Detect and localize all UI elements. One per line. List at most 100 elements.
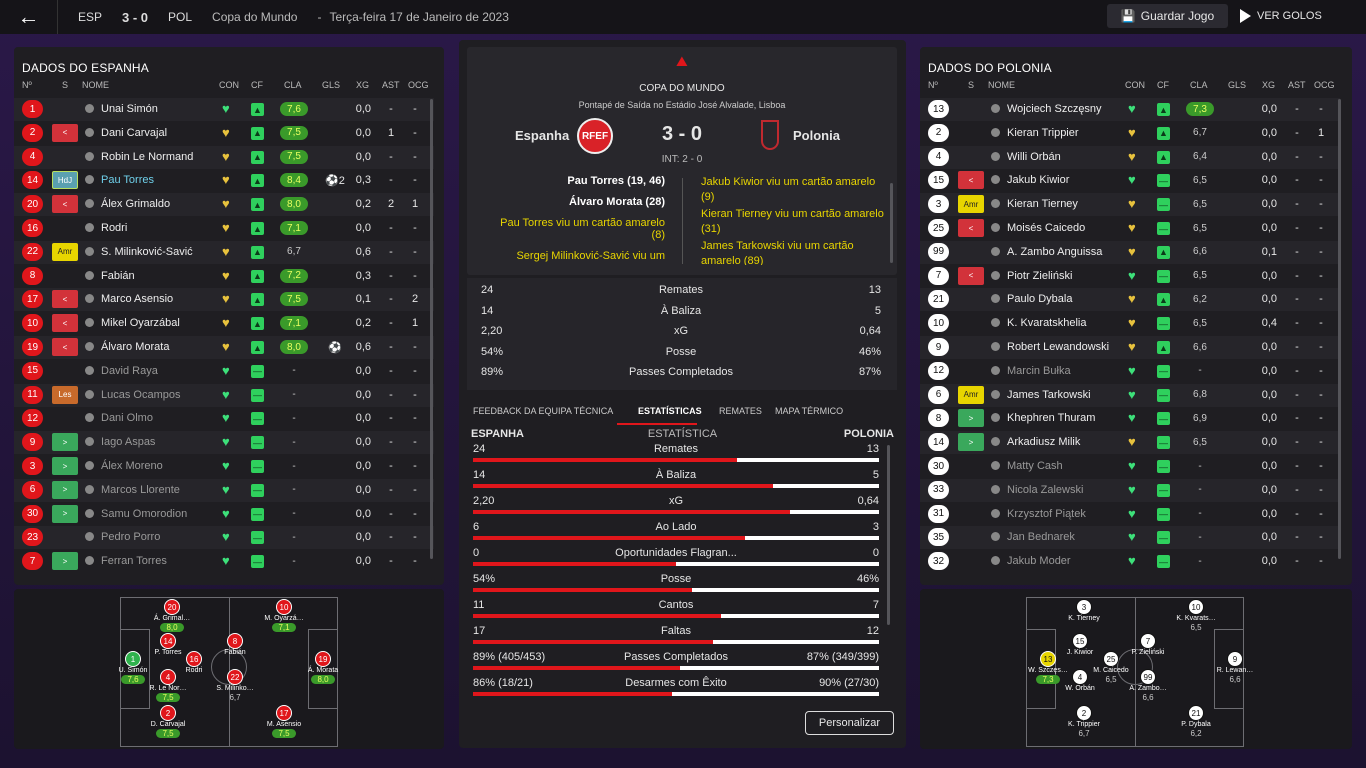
player-row[interactable]: 9 Robert Lewandowski ♥ ▲ 6,6 0,0 - - [920, 336, 1340, 359]
player-name[interactable]: Kieran Trippier [1007, 126, 1079, 139]
player-row[interactable]: 20 < Álex Grimaldo ♥ ▲ 8,0 0,2 2 1 [14, 193, 434, 217]
formation-player[interactable]: 21 P. Dybala 6,2 [1171, 705, 1221, 738]
player-name[interactable]: Paulo Dybala [1007, 293, 1073, 306]
save-game-button[interactable]: 💾 Guardar Jogo [1107, 4, 1228, 28]
player-row[interactable]: 15 David Raya ♥ — - 0,0 - - [14, 360, 434, 383]
tab-feedback[interactable]: FEEDBACK DA EQUIPA TÉCNICA [473, 406, 614, 416]
formation-player[interactable]: 15 J. Kiwior [1055, 633, 1105, 656]
formation-player[interactable]: 10 M. Oyarzá… 7,1 [259, 599, 309, 632]
player-name[interactable]: A. Zambo Anguissa [1007, 245, 1103, 258]
player-name[interactable]: Lucas Ocampos [101, 388, 181, 401]
player-name[interactable]: Dani Carvajal [101, 126, 168, 139]
view-goals-button[interactable]: VER GOLOS [1240, 4, 1360, 28]
formation-player[interactable]: 22 S. Milinko… 6,7 [210, 669, 260, 702]
player-name[interactable]: James Tarkowski [1007, 388, 1091, 401]
player-row[interactable]: 11 Les Lucas Ocampos ♥ — - 0,0 - - [14, 383, 434, 407]
player-row[interactable]: 21 Paulo Dybala ♥ ▲ 6,2 0,0 - - [920, 288, 1340, 312]
player-row[interactable]: 19 < Álvaro Morata ♥ ▲ 8,0 ⚽ 0,6 - - [14, 336, 434, 359]
formation-player[interactable]: 2 K. Trippier 6,7 [1059, 705, 1109, 738]
player-name[interactable]: Rodri [101, 222, 128, 234]
player-row[interactable]: 99 A. Zambo Anguissa ♥ ▲ 6,6 0,1 - - [920, 240, 1340, 264]
player-row[interactable]: 7 < Piotr Zieliński ♥ — 6,5 0,0 - - [920, 265, 1340, 288]
player-name[interactable]: Piotr Zieliński [1007, 269, 1073, 282]
formation-player[interactable]: 14 P. Torres [143, 633, 193, 656]
player-row[interactable]: 3 Amr Kieran Tierney ♥ — 6,5 0,0 - - [920, 193, 1340, 217]
tab-shots[interactable]: REMATES [719, 406, 762, 416]
player-row[interactable]: 31 Krzysztof Piątek ♥ — - 0,0 - - [920, 503, 1340, 526]
player-row[interactable]: 4 Willi Orbán ♥ ▲ 6,4 0,0 - - [920, 145, 1340, 169]
player-row[interactable]: 4 Robin Le Normand ♥ ▲ 7,5 0,0 - - [14, 145, 434, 169]
player-row[interactable]: 13 Wojciech Szczęsny ♥ ▲ 7,3 0,0 - - [920, 98, 1340, 121]
stats-scrollbar[interactable] [887, 445, 890, 625]
formation-player[interactable]: 13 W. Szczęs… 7,3 [1023, 651, 1073, 684]
player-name[interactable]: Dani Olmo [101, 412, 153, 425]
player-row[interactable]: 10 K. Kvaratskhelia ♥ — 6,5 0,4 - - [920, 312, 1340, 335]
formation-player[interactable]: 2 D. Carvajal 7,5 [143, 705, 193, 738]
player-name[interactable]: Jan Bednarek [1007, 531, 1075, 544]
player-name[interactable]: Samu Omorodion [101, 507, 188, 520]
player-row[interactable]: 23 Pedro Porro ♥ — - 0,0 - - [14, 526, 434, 550]
formation-player[interactable]: 25 M. Caicedo 6,5 [1086, 651, 1136, 684]
player-name[interactable]: Marcin Bułka [1007, 364, 1071, 377]
player-row[interactable]: 3 > Álex Moreno ♥ — - 0,0 - - [14, 455, 434, 478]
player-name[interactable]: David Raya [101, 364, 158, 377]
player-name[interactable]: Álex Moreno [101, 460, 163, 472]
player-row[interactable]: 12 Marcin Bułka ♥ — - 0,0 - - [920, 360, 1340, 383]
player-row[interactable]: 2 < Dani Carvajal ♥ ▲ 7,5 0,0 1 - [14, 122, 434, 145]
player-row[interactable]: 10 < Mikel Oyarzábal ♥ ▲ 7,1 0,2 - 1 [14, 312, 434, 335]
events-scrollbar[interactable] [890, 183, 893, 263]
formation-player[interactable]: 1 U. Simón 7,6 [108, 651, 158, 684]
formation-player[interactable]: 20 Á. Grimal… 8,0 [147, 599, 197, 632]
formation-player[interactable]: 3 K. Tierney [1059, 599, 1109, 622]
formation-player[interactable]: 99 A. Zambo… 6,6 [1123, 669, 1173, 702]
player-name[interactable]: Iago Aspas [101, 436, 156, 449]
player-name[interactable]: Marcos Llorente [101, 483, 180, 496]
player-row[interactable]: 14 > Arkadiusz Milik ♥ — 6,5 0,0 - - [920, 431, 1340, 455]
away-scrollbar[interactable] [1338, 99, 1341, 559]
home-scrollbar[interactable] [430, 99, 433, 559]
player-name[interactable]: Wojciech Szczęsny [1007, 103, 1102, 115]
player-name[interactable]: Álex Grimaldo [101, 198, 171, 211]
player-row[interactable]: 9 > Iago Aspas ♥ — - 0,0 - - [14, 431, 434, 455]
player-row[interactable]: 17 < Marco Asensio ♥ ▲ 7,5 0,1 - 2 [14, 288, 434, 312]
player-name[interactable]: Krzysztof Piątek [1007, 507, 1086, 520]
player-name[interactable]: Robert Lewandowski [1007, 341, 1110, 353]
back-arrow-icon[interactable]: ← [0, 0, 58, 34]
player-row[interactable]: 12 Dani Olmo ♥ — - 0,0 - - [14, 407, 434, 430]
player-row[interactable]: 8 > Khephren Thuram ♥ — 6,9 0,0 - - [920, 407, 1340, 430]
tab-statistics[interactable]: ESTATÍSTICAS [638, 406, 702, 416]
formation-player[interactable]: 19 Á. Morata 8,0 [298, 651, 348, 684]
player-name[interactable]: Ferran Torres [101, 555, 167, 568]
player-row[interactable]: 7 > Ferran Torres ♥ — - 0,0 - - [14, 550, 434, 573]
player-row[interactable]: 16 Rodri ♥ ▲ 7,1 0,0 - - [14, 217, 434, 240]
formation-player[interactable]: 9 R. Lewan… 6,6 [1210, 651, 1260, 684]
player-name[interactable]: Jakub Kiwior [1007, 174, 1070, 187]
formation-player[interactable]: 10 K. Kvarats… 6,5 [1171, 599, 1221, 632]
player-name[interactable]: Moisés Caicedo [1007, 222, 1086, 234]
player-row[interactable]: 2 Kieran Trippier ♥ ▲ 6,7 0,0 - 1 [920, 122, 1340, 145]
player-name[interactable]: Robin Le Normand [101, 150, 194, 163]
player-name[interactable]: Matty Cash [1007, 460, 1063, 472]
player-row[interactable]: 15 < Jakub Kiwior ♥ — 6,5 0,0 - - [920, 169, 1340, 192]
player-name[interactable]: Pedro Porro [101, 531, 161, 544]
player-name[interactable]: Pau Torres [101, 174, 154, 187]
player-name[interactable]: Marco Asensio [101, 293, 174, 306]
player-name[interactable]: Arkadiusz Milik [1007, 436, 1081, 449]
formation-player[interactable]: 7 P. Zieliński [1123, 633, 1173, 656]
player-row[interactable]: 14 HdJ Pau Torres ♥ ▲ 8,4 ⚽2 0,3 - - [14, 169, 434, 192]
formation-player[interactable]: 4 R. Le Nor… 7,5 [143, 669, 193, 702]
formation-player[interactable]: 8 Fabián [210, 633, 260, 656]
player-row[interactable]: 6 > Marcos Llorente ♥ — - 0,0 - - [14, 478, 434, 502]
player-name[interactable]: Unai Simón [101, 103, 158, 115]
player-row[interactable]: 33 Nicola Zalewski ♥ — - 0,0 - - [920, 478, 1340, 502]
player-row[interactable]: 32 Jakub Moder ♥ — - 0,0 - - [920, 550, 1340, 573]
player-name[interactable]: K. Kvaratskhelia [1007, 317, 1087, 330]
tab-heat-map[interactable]: MAPA TÉRMICO [775, 406, 844, 416]
player-row[interactable]: 1 Unai Simón ♥ ▲ 7,6 0,0 - - [14, 98, 434, 121]
formation-player[interactable]: 4 W. Orbán [1055, 669, 1105, 692]
player-row[interactable]: 30 Matty Cash ♥ — - 0,0 - - [920, 455, 1340, 478]
player-name[interactable]: Khephren Thuram [1007, 412, 1096, 425]
player-row[interactable]: 6 Amr James Tarkowski ♥ — 6,8 0,0 - - [920, 383, 1340, 407]
player-name[interactable]: S. Milinković-Savić [101, 245, 193, 258]
player-name[interactable]: Mikel Oyarzábal [101, 317, 180, 330]
